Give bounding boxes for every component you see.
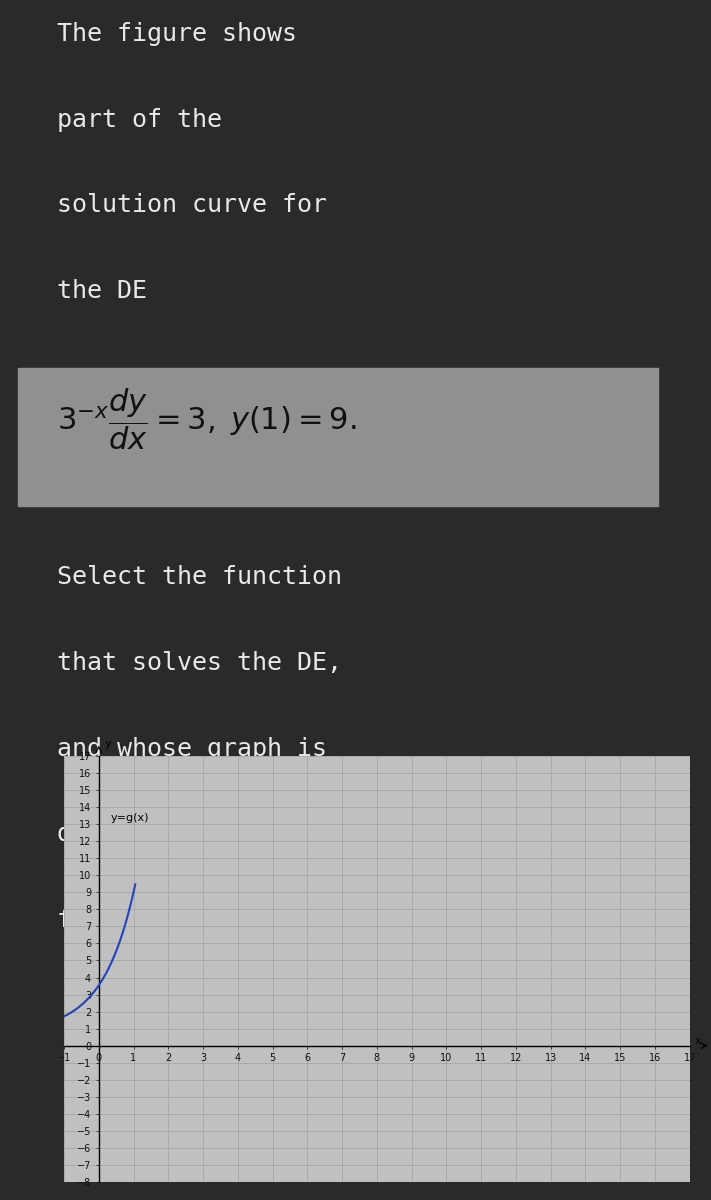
Text: that solves the DE,: that solves the DE,	[57, 650, 342, 674]
Text: y: y	[104, 739, 111, 749]
Text: Select the function: Select the function	[57, 565, 342, 589]
Text: x: x	[695, 1037, 702, 1046]
Text: and whose graph is: and whose graph is	[57, 737, 327, 761]
Text: part of the: part of the	[57, 108, 222, 132]
Text: depicted in the: depicted in the	[57, 822, 282, 846]
Text: figure.: figure.	[57, 907, 162, 931]
Text: y=g(x): y=g(x)	[111, 812, 149, 823]
Text: solution curve for: solution curve for	[57, 193, 327, 217]
Text: $3^{-x}\dfrac{dy}{dx} = 3, \; y(1) = 9.$: $3^{-x}\dfrac{dy}{dx} = 3, \; y(1) = 9.$	[57, 386, 356, 452]
FancyBboxPatch shape	[18, 368, 658, 506]
Text: the DE: the DE	[57, 278, 147, 302]
Text: The figure shows: The figure shows	[57, 23, 297, 47]
